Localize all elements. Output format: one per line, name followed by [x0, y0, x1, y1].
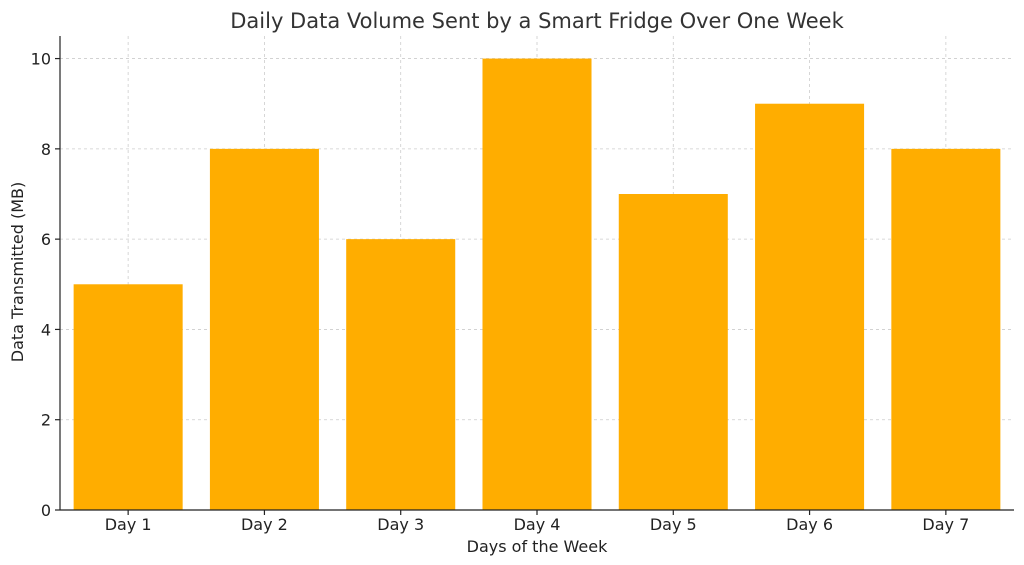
bar-1 — [73, 284, 183, 510]
chart-title: Daily Data Volume Sent by a Smart Fridge… — [230, 9, 844, 33]
y-tick-label: 10 — [31, 50, 51, 69]
axes — [55, 36, 1014, 515]
bars — [73, 58, 1001, 510]
x-tick-label: Day 6 — [786, 515, 833, 534]
y-axis-label: Data Transmitted (MB) — [8, 182, 27, 363]
bar-4 — [482, 58, 592, 510]
x-tick-label: Day 5 — [650, 515, 697, 534]
x-tick-label: Day 1 — [105, 515, 152, 534]
y-tick-label: 6 — [41, 230, 51, 249]
x-tick-labels: Day 1 Day 2 Day 3 Day 4 Day 5 Day 6 Day 7 — [105, 515, 970, 534]
bar-7 — [891, 148, 1001, 510]
x-axis-label: Days of the Week — [467, 537, 608, 556]
bar-2 — [209, 148, 319, 510]
y-tick-labels: 0 2 4 6 8 10 — [31, 50, 51, 520]
x-tick-label: Day 2 — [241, 515, 288, 534]
x-tick-label: Day 7 — [922, 515, 969, 534]
x-tick-label: Day 3 — [377, 515, 424, 534]
y-tick-label: 8 — [41, 140, 51, 159]
y-tick-label: 2 — [41, 411, 51, 430]
y-tick-label: 4 — [41, 320, 51, 339]
x-tick-label: Day 4 — [514, 515, 561, 534]
y-tick-label: 0 — [41, 501, 51, 520]
bar-3 — [346, 239, 456, 510]
bar-5 — [618, 194, 728, 510]
bar-6 — [755, 103, 865, 510]
